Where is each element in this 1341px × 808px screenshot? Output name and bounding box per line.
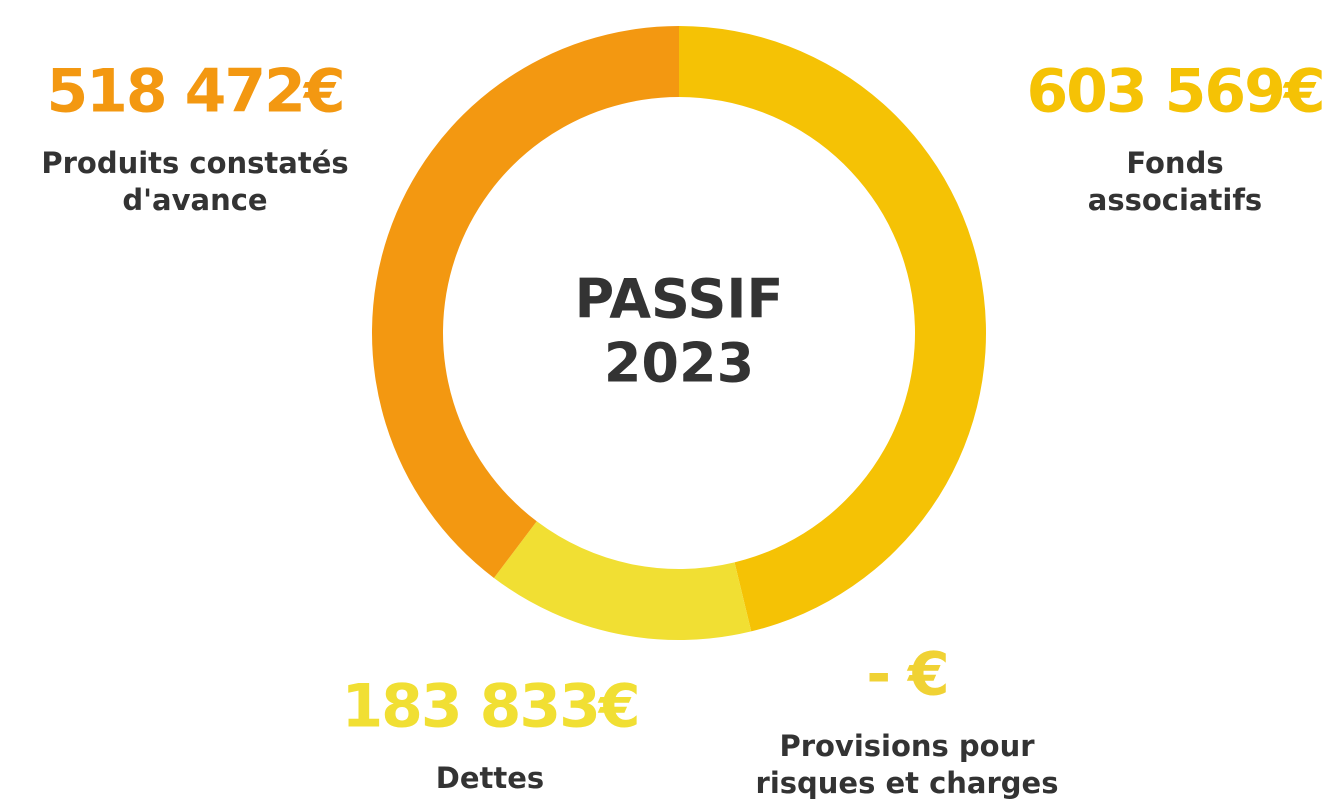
donut-slice: [493, 521, 752, 641]
category-label: Produits constatés: [41, 146, 348, 180]
category-label: d'avance: [122, 183, 267, 217]
value-label: - €: [866, 640, 948, 710]
chart-title: 2023: [604, 332, 754, 395]
value-label: 603 569€: [1026, 57, 1323, 127]
donut-slice: [371, 26, 679, 578]
category-label: Provisions pour: [779, 729, 1035, 763]
chart-title: PASSIF: [575, 268, 784, 331]
donut-slice: [679, 26, 987, 632]
category-label: associatifs: [1088, 183, 1262, 217]
category-label: Dettes: [436, 761, 544, 795]
value-label: 518 472€: [46, 57, 343, 127]
category-label: Fonds: [1126, 146, 1223, 180]
value-label: 183 833€: [341, 672, 638, 742]
category-label: risques et charges: [756, 766, 1059, 800]
